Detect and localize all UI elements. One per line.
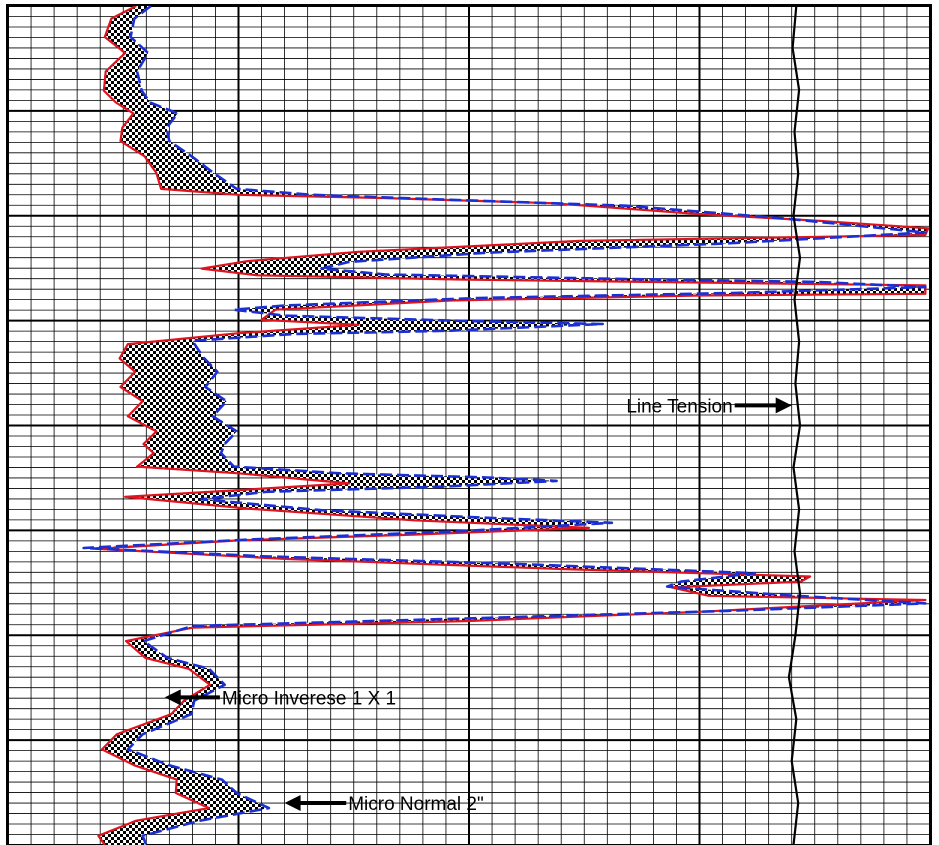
series-lines	[82, 6, 930, 845]
series-micro-inverse-line	[95, 6, 930, 845]
annotation-line-tension-label: Line Tension	[626, 396, 732, 417]
annotation-line-tension: Line Tension	[626, 396, 792, 417]
annotation-micro-inverse: Micro Inverese 1 X 1	[164, 688, 396, 709]
annotation-line-tension-arrow-icon	[775, 397, 792, 414]
annotation-micro-inverse-label: Micro Inverese 1 X 1	[222, 688, 396, 709]
series-micro-normal-line	[82, 6, 927, 845]
plot-frame	[6, 4, 932, 845]
annotation-micro-normal: Micro Normal 2"	[284, 794, 484, 815]
annotation-micro-inverse-arrow-icon	[164, 689, 181, 706]
annotation-micro-normal-label: Micro Normal 2"	[348, 794, 484, 815]
annotations: Line Tension Micro Inverese 1 X 1 Micro No…	[164, 396, 792, 815]
series-line-tension-line	[787, 6, 802, 845]
annotation-micro-normal-arrow-icon	[284, 795, 301, 812]
